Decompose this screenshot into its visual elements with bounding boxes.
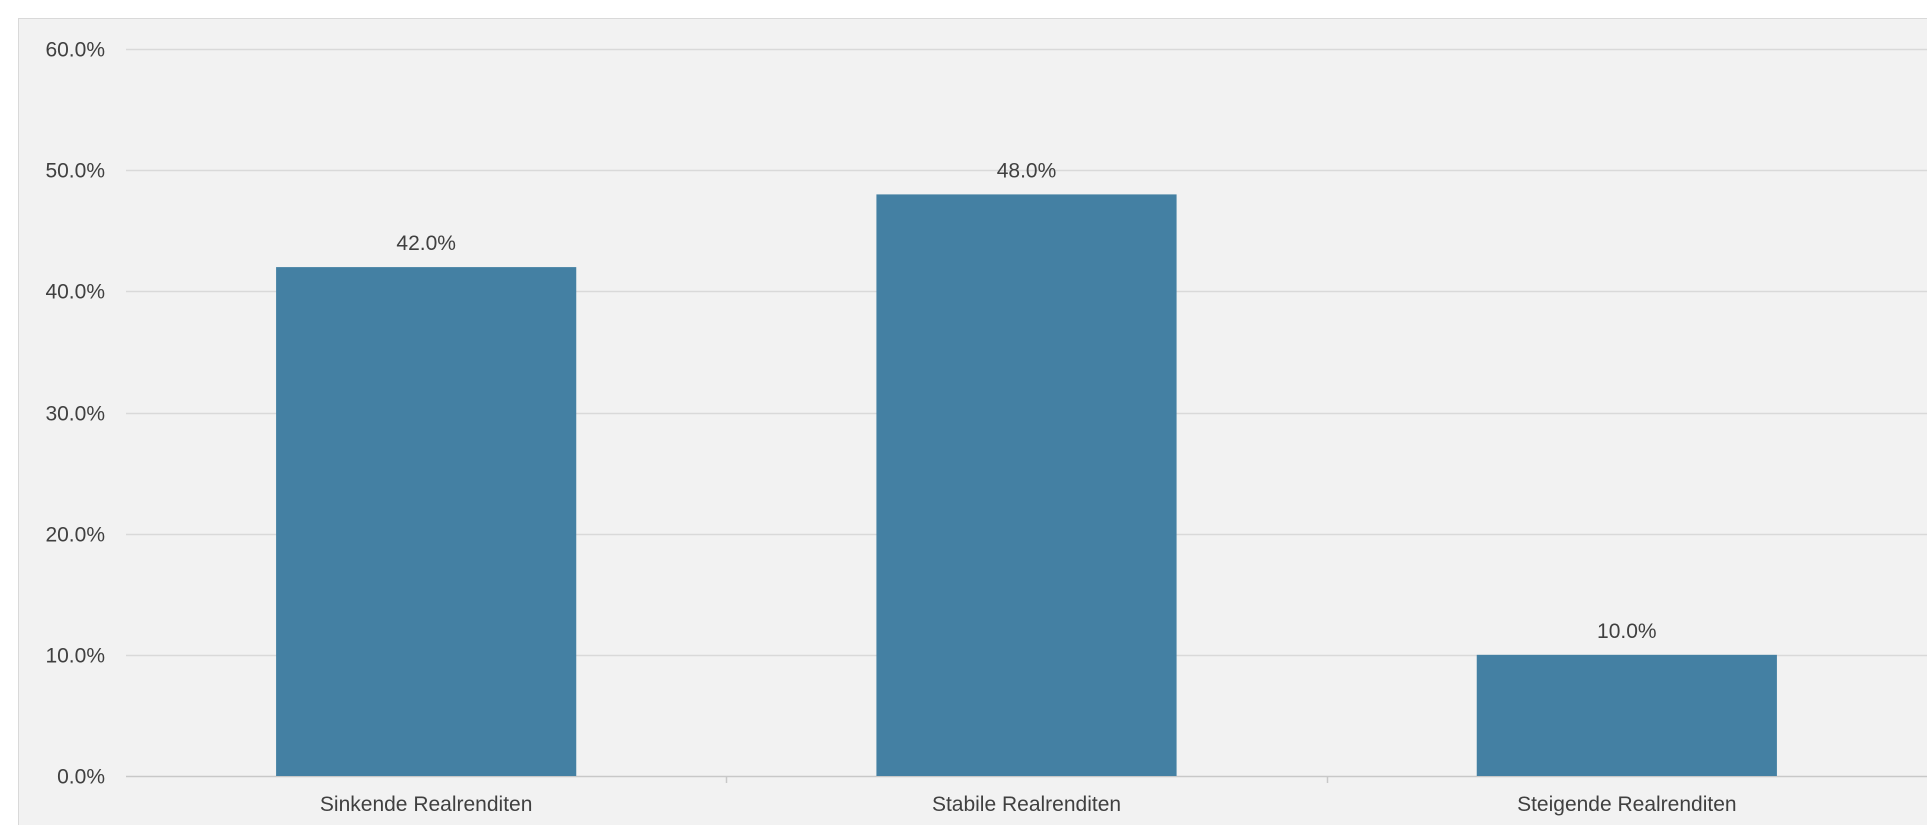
bars	[276, 194, 1777, 776]
y-tick-label: 10.0%	[45, 645, 105, 668]
bar	[276, 267, 577, 776]
y-tick-label: 40.0%	[45, 281, 105, 304]
data-label: 42.0%	[396, 232, 456, 255]
x-category-label: Sinkende Realrenditen	[320, 793, 532, 816]
data-label: 10.0%	[1597, 620, 1657, 643]
y-tick-label: 30.0%	[45, 403, 105, 426]
y-tick-label: 0.0%	[57, 766, 105, 789]
y-tick-label: 50.0%	[45, 160, 105, 183]
x-axis-category-labels: Sinkende Realrenditen Stabile Realrendite…	[320, 793, 1737, 816]
x-category-label: Steigende Realrenditen	[1517, 793, 1737, 816]
y-tick-label: 20.0%	[45, 524, 105, 547]
bar	[1476, 654, 1777, 776]
y-axis-tick-labels: 0.0% 10.0% 20.0% 30.0% 40.0% 50.0% 60.0%	[45, 39, 105, 789]
data-labels: 42.0% 48.0% 10.0%	[396, 159, 1656, 642]
y-tick-label: 60.0%	[45, 39, 105, 62]
x-category-label: Stabile Realrenditen	[932, 793, 1121, 816]
data-label: 48.0%	[997, 159, 1057, 182]
bar	[876, 194, 1177, 776]
